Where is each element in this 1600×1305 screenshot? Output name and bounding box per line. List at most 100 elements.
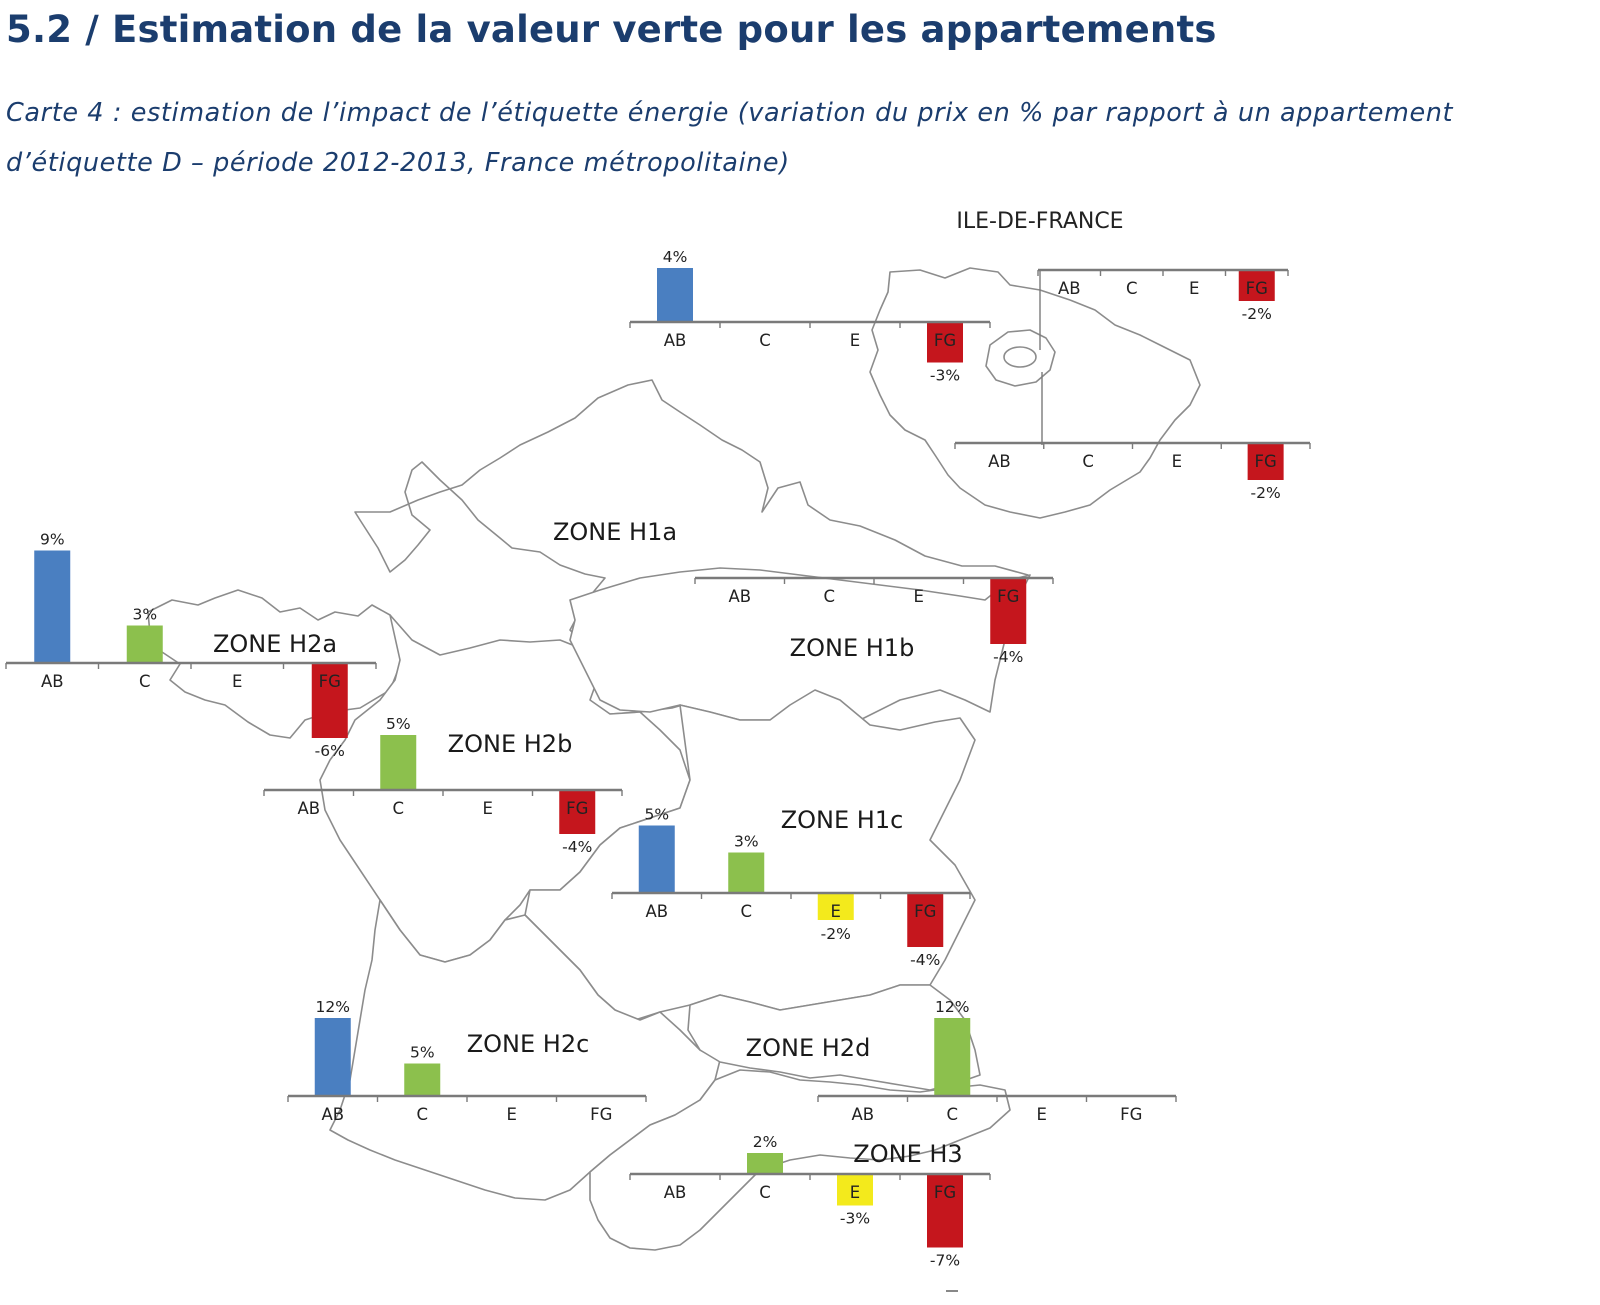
- tick-label-ab: AB: [645, 902, 668, 921]
- data-label-c: 2%: [753, 1133, 778, 1151]
- tick-label-e: E: [507, 1105, 517, 1124]
- chart-7: AB 12% C 5% E FG: [287, 998, 647, 1124]
- bar-fg: [927, 322, 963, 363]
- zone-labels: ILE-DE-FRANCE ZONE H1a ZONE H1b ZONE H2a…: [213, 209, 1124, 1168]
- chart-2: AB C E FG -2%: [954, 441, 1311, 502]
- bar-fg: [1238, 270, 1275, 301]
- data-label-fg: -4%: [910, 951, 940, 969]
- map-caption: Carte 4 : estimation de l’impact de l’ét…: [6, 98, 1454, 178]
- zone-bar-charts: AB4%C E FG-3%AB C E FG-2%AB C E FG-2%AB C E FG-4%AB…: [5, 248, 1311, 1270]
- zone-label-h1a: ZONE H1a: [553, 518, 677, 546]
- tick-label-e: E: [914, 587, 924, 606]
- tick-label-c: C: [392, 799, 404, 818]
- data-label-fg: -6%: [315, 742, 345, 760]
- data-label-ab: 12%: [316, 998, 350, 1016]
- tick-label-c: C: [946, 1105, 958, 1124]
- bar-fg: [559, 790, 596, 834]
- tick-label-ab: AB: [664, 1183, 687, 1202]
- data-label-fg: -4%: [993, 648, 1023, 666]
- tick-label-e: E: [483, 799, 493, 818]
- bar-c: [728, 852, 765, 893]
- tick-label-c: C: [1082, 452, 1094, 471]
- tick-label-c: C: [139, 672, 151, 691]
- tick-label-fg: FG: [566, 799, 588, 818]
- zone-outlines: [147, 267, 1201, 1251]
- bar-c: [934, 1018, 971, 1096]
- tick-label-ab: AB: [988, 452, 1011, 471]
- tick-label-c: C: [759, 331, 771, 350]
- tick-label-fg: FG: [1254, 452, 1276, 471]
- tick-label-fg: FG: [934, 1183, 956, 1202]
- chart-3: AB C E FG -4%: [694, 576, 1054, 666]
- zone-label-h2c: ZONE H2c: [467, 1030, 590, 1058]
- tick-label-e: E: [1172, 452, 1182, 471]
- data-label-c: 5%: [386, 715, 411, 733]
- tick-label-fg: FG: [997, 587, 1019, 606]
- data-label-c: 3%: [132, 606, 157, 624]
- tick-label-fg: FG: [934, 331, 956, 350]
- chart-8: AB C 12% E FG: [817, 998, 1177, 1124]
- tick-label-c: C: [759, 1183, 771, 1202]
- tick-label-ab: AB: [321, 1105, 344, 1124]
- bar-c: [126, 625, 163, 663]
- data-label-fg: -2%: [1242, 305, 1272, 323]
- bar-fg: [1247, 443, 1284, 480]
- bar-ab: [34, 550, 71, 663]
- data-label-ab: 9%: [40, 531, 65, 549]
- bar-c: [747, 1153, 783, 1174]
- chart-4: AB 9% C 3% E FG -6%: [5, 531, 377, 760]
- tick-label-fg: FG: [1246, 279, 1268, 298]
- tick-label-fg: FG: [319, 672, 341, 691]
- tick-label-c: C: [416, 1105, 428, 1124]
- zone-label-h1c: ZONE H1c: [781, 806, 904, 834]
- tick-label-ab: AB: [664, 331, 687, 350]
- tick-label-ab: AB: [41, 672, 64, 691]
- data-label-fg: -7%: [930, 1252, 960, 1270]
- inset-title: ILE-DE-FRANCE: [956, 209, 1123, 234]
- tick-label-e: E: [1189, 279, 1199, 298]
- tick-label-ab: AB: [728, 587, 751, 606]
- bar-e: [837, 1174, 873, 1206]
- data-label-e: -3%: [840, 1210, 870, 1228]
- chart-1: AB C E FG -2%: [1037, 268, 1289, 323]
- zone-label-h2b: ZONE H2b: [448, 730, 573, 758]
- data-label-c: 5%: [410, 1044, 435, 1062]
- data-label-c: 3%: [734, 833, 759, 851]
- bar-ab: [657, 268, 693, 322]
- tick-label-c: C: [823, 587, 835, 606]
- data-label-fg: -4%: [562, 838, 592, 856]
- section-title: 5.2 / Estimation de la valeur verte pour…: [6, 8, 1217, 51]
- zone-h2d-outline: [687, 984, 981, 1091]
- tick-label-e: E: [831, 902, 841, 921]
- tick-label-ab: AB: [297, 799, 320, 818]
- data-label-fg: -2%: [1251, 484, 1281, 502]
- zone-label-h2a: ZONE H2a: [213, 630, 337, 658]
- zone-label-h1b: ZONE H1b: [790, 634, 915, 662]
- zone-label-h2d: ZONE H2d: [746, 1034, 871, 1062]
- zone-h1b-outline: [569, 567, 1031, 741]
- zone-h3-outline: [589, 1069, 1011, 1251]
- data-label-e: -2%: [821, 925, 851, 943]
- data-label-fg: -3%: [930, 367, 960, 385]
- bar-e: [817, 893, 854, 920]
- bar-ab: [314, 1018, 351, 1096]
- idf-inset-outline: [869, 267, 1201, 519]
- bar-c: [404, 1063, 441, 1096]
- data-label-c: 12%: [935, 998, 969, 1016]
- tick-label-fg: FG: [1120, 1105, 1142, 1124]
- tick-label-ab: AB: [1058, 279, 1081, 298]
- tick-label-c: C: [740, 902, 752, 921]
- chart-0: AB 4% C E FG -3%: [629, 248, 991, 385]
- zone-label-h3: ZONE H3: [853, 1140, 962, 1168]
- data-label-ab: 4%: [663, 248, 688, 266]
- tick-label-e: E: [232, 672, 242, 691]
- tick-label-e: E: [850, 331, 860, 350]
- data-label-ab: 5%: [644, 806, 669, 824]
- bar-fg: [907, 893, 944, 947]
- chart-6: AB 5% C 3% E -2% FG -4%: [611, 806, 971, 969]
- bar-fg: [927, 1174, 963, 1248]
- page-number-mark: [946, 1290, 958, 1292]
- tick-label-fg: FG: [914, 902, 936, 921]
- tick-label-ab: AB: [851, 1105, 874, 1124]
